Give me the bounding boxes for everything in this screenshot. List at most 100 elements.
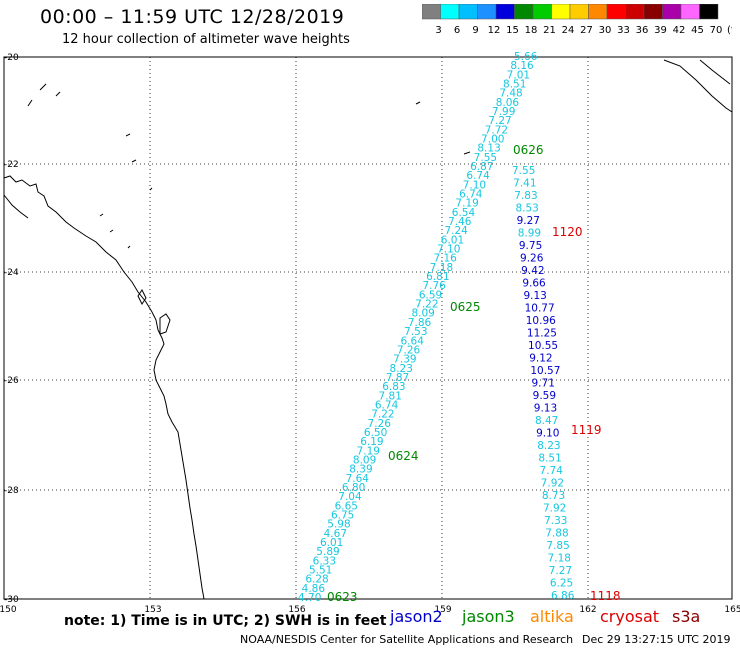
swh-value: 7.87	[386, 372, 409, 384]
legend-label: 3	[435, 25, 441, 36]
legend-label: 18	[525, 25, 538, 36]
legend-label: 27	[580, 25, 593, 36]
lon-tick-label: 153	[144, 605, 161, 615]
swh-value: 7.27	[549, 565, 572, 577]
swh-value: 9.27	[517, 215, 540, 227]
swh-value: 9.59	[533, 390, 556, 402]
swh-value: 6.74	[375, 399, 399, 411]
swh-value: 10.57	[530, 365, 560, 377]
swh-value: 8.13	[477, 143, 500, 155]
swh-value: 7.22	[371, 409, 394, 421]
swh-value: 6.64	[401, 335, 425, 347]
swh-value: 7.04	[338, 491, 362, 503]
swh-value: 6.59	[419, 289, 442, 301]
lat-tick-label: -24	[4, 268, 19, 278]
swh-value: 6.86	[551, 590, 575, 602]
swh-value: 6.19	[360, 436, 383, 448]
pass-time-label: 0625	[450, 300, 481, 314]
swh-value: 8.73	[542, 490, 565, 502]
swh-value: 4.70	[298, 592, 321, 604]
swh-value: 6.01	[441, 234, 464, 246]
swh-value: 7.18	[548, 553, 571, 565]
swh-value: 7.39	[393, 354, 416, 366]
pass-time-label: 1119	[571, 423, 602, 437]
legend-label: 36	[636, 25, 649, 36]
swh-value: 6.74	[459, 189, 483, 201]
timestamp: Dec 29 13:27:15 UTC 2019	[582, 633, 731, 646]
pass-time-label: 1118	[590, 589, 621, 603]
swh-value: 10.55	[528, 340, 558, 352]
swh-value: 7.86	[408, 317, 432, 329]
swh-value: 9.42	[521, 265, 544, 277]
swh-value: 7.81	[379, 390, 402, 402]
swh-value: 8.09	[411, 308, 434, 320]
legend-altika: altika	[530, 607, 574, 626]
legend-label: 39	[654, 25, 667, 36]
swh-value: 7.19	[357, 445, 380, 457]
swh-value: 8.23	[390, 363, 413, 375]
swh-value: 5.89	[316, 546, 339, 558]
swh-value: 6.01	[320, 537, 343, 549]
legend-label: 6	[454, 25, 460, 36]
swh-value: 7.74	[540, 465, 564, 477]
altimeter-tracks: 5.668.167.018.517.488.067.997.277.727.00…	[298, 51, 621, 604]
swh-value: 7.00	[481, 134, 504, 146]
legend-label: 45	[691, 25, 704, 36]
legend-label: 42	[673, 25, 686, 36]
lon-tick-label: 162	[579, 605, 596, 615]
swh-value: 8.99	[518, 228, 541, 240]
swh-value: 9.10	[536, 428, 559, 440]
legend-swatch	[699, 4, 719, 20]
swh-value: 10.77	[525, 303, 555, 315]
lat-tick-label: -20	[4, 53, 19, 63]
lat-tick-label: -30	[4, 595, 19, 605]
swh-value: 7.26	[368, 418, 392, 430]
swh-value: 7.22	[415, 299, 438, 311]
legend-label: 30	[599, 25, 612, 36]
swh-value: 8.06	[496, 97, 520, 109]
swh-value: 7.19	[455, 198, 478, 210]
swh-value: 7.16	[433, 253, 457, 265]
pass-time-label: 0626	[513, 143, 544, 157]
swh-value: 8.47	[535, 415, 558, 427]
lon-tick-label: 156	[288, 605, 305, 615]
new-caledonia	[663, 59, 733, 113]
swh-value: 6.25	[550, 578, 573, 590]
swh-value: 7.72	[485, 124, 508, 136]
swh-value: 7.53	[404, 326, 427, 338]
swh-value: 7.64	[346, 473, 370, 485]
swh-value: 4.67	[324, 528, 347, 540]
legend-cryosat: cryosat	[600, 607, 660, 626]
pass-time-label: 0623	[327, 590, 358, 604]
swh-value: 7.48	[499, 88, 522, 100]
map-title: 00:00 – 11:59 UTC 12/28/2019	[40, 6, 345, 28]
swh-value: 7.76	[422, 280, 446, 292]
legend-label: 15	[506, 25, 519, 36]
swh-value: 9.12	[529, 353, 552, 365]
swh-value: 5.98	[327, 519, 350, 531]
credit-line: NOAA/NESDIS Center for Satellite Applica…	[240, 633, 574, 646]
swh-value: 8.51	[538, 453, 561, 465]
swh-value: 8.51	[503, 79, 526, 91]
loyalty-islands	[415, 101, 471, 155]
swh-value: 6.50	[364, 427, 387, 439]
legend-s3a: s3a	[672, 607, 701, 626]
swh-value: 7.10	[437, 244, 460, 256]
lat-tick-label: -28	[4, 486, 19, 496]
swh-value: 7.27	[488, 115, 511, 127]
australia-coastline-inner	[3, 194, 29, 219]
swh-value: 7.10	[463, 179, 486, 191]
swh-value: 5.66	[514, 51, 538, 63]
swh-value: 7.33	[544, 515, 567, 527]
swh-value: 7.92	[543, 503, 566, 515]
swh-value: 6.28	[305, 574, 328, 586]
swh-value: 6.75	[331, 509, 354, 521]
lon-tick-label: 165	[724, 605, 740, 615]
swh-value: 7.26	[397, 344, 421, 356]
swh-value: 6.80	[342, 482, 365, 494]
swh-value: 6.83	[382, 381, 405, 393]
swh-value: 9.71	[532, 378, 555, 390]
pass-time-label: 1120	[552, 225, 583, 239]
